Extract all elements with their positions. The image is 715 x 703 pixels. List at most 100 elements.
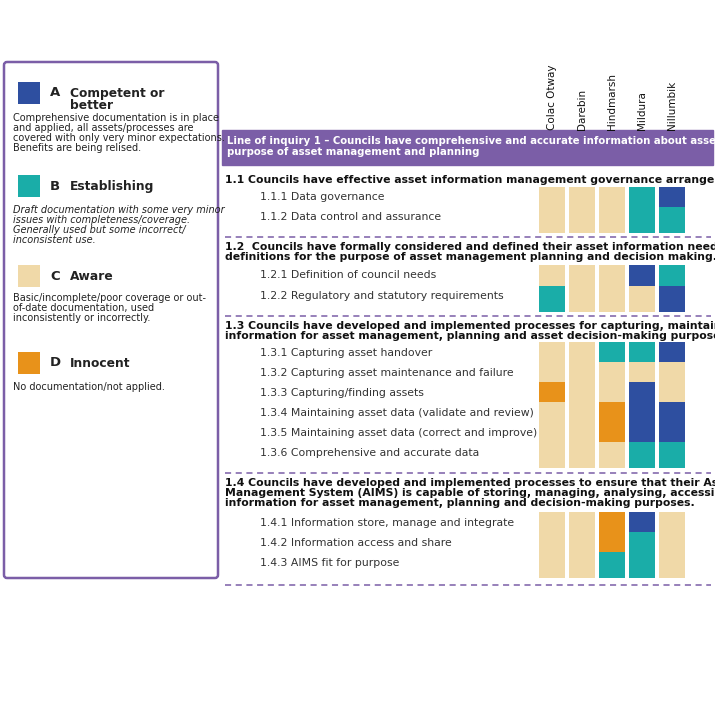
Bar (569, 532, 595, 558)
Bar (629, 362, 655, 388)
Bar (599, 552, 625, 578)
Bar (569, 552, 595, 578)
Text: 1.2.1 Definition of council needs: 1.2.1 Definition of council needs (260, 270, 436, 280)
Bar (659, 207, 685, 233)
Text: A: A (50, 86, 60, 100)
Bar (599, 532, 625, 558)
Bar (539, 265, 565, 291)
Text: 1.1.2 Data control and assurance: 1.1.2 Data control and assurance (260, 212, 441, 222)
Bar (539, 552, 565, 578)
Text: Hindmarsh: Hindmarsh (607, 73, 617, 130)
Text: definitions for the purpose of asset management planning and decision making.: definitions for the purpose of asset man… (225, 252, 715, 262)
Bar (18, 352, 40, 374)
Bar (629, 187, 655, 213)
Text: Management System (AIMS) is capable of storing, managing, analysing, accessing a: Management System (AIMS) is capable of s… (225, 488, 715, 498)
Text: 1.4.1 Information store, manage and integrate: 1.4.1 Information store, manage and inte… (260, 518, 514, 528)
Bar (629, 442, 655, 468)
Bar (539, 532, 565, 558)
Text: No documentation/not applied.: No documentation/not applied. (13, 382, 165, 392)
Text: better: better (70, 99, 113, 112)
Text: 1.3 Councils have developed and implemented processes for capturing, maintaining: 1.3 Councils have developed and implemen… (225, 321, 715, 331)
Bar (599, 187, 625, 213)
Bar (569, 422, 595, 448)
Text: Competent or: Competent or (70, 87, 164, 100)
Text: of-date documentation, used: of-date documentation, used (13, 303, 154, 313)
Bar (539, 187, 565, 213)
Text: 1.3.5 Maintaining asset data (correct and improve): 1.3.5 Maintaining asset data (correct an… (260, 428, 537, 438)
Text: Colac Otway: Colac Otway (547, 65, 557, 130)
Bar (629, 265, 655, 291)
Text: Benefits are being relised.: Benefits are being relised. (13, 143, 141, 153)
Bar (599, 382, 625, 408)
Bar (222, 130, 713, 165)
Bar (659, 422, 685, 448)
Text: 1.2.2 Regulatory and statutory requirements: 1.2.2 Regulatory and statutory requireme… (260, 291, 503, 301)
Bar (629, 532, 655, 558)
Bar (599, 362, 625, 388)
Bar (659, 382, 685, 408)
Text: 1.4.2 Information access and share: 1.4.2 Information access and share (260, 538, 452, 548)
Bar (659, 286, 685, 312)
Bar (539, 286, 565, 312)
Text: Basic/incomplete/poor coverage or out-: Basic/incomplete/poor coverage or out- (13, 293, 206, 303)
Text: 1.4.3 AIMS fit for purpose: 1.4.3 AIMS fit for purpose (260, 558, 400, 568)
Text: 1.4 Councils have developed and implemented processes to ensure that their Asset: 1.4 Councils have developed and implemen… (225, 478, 715, 488)
Bar (539, 402, 565, 428)
Text: 1.2  Councils have formally considered and defined their asset information needs: 1.2 Councils have formally considered an… (225, 242, 715, 252)
Text: issues with completeness/coverage.: issues with completeness/coverage. (13, 215, 190, 225)
Text: information for asset management, planning and asset decision-making purposes.: information for asset management, planni… (225, 331, 715, 341)
Text: Innocent: Innocent (70, 357, 131, 370)
Text: 1.3.1 Capturing asset handover: 1.3.1 Capturing asset handover (260, 348, 433, 358)
Bar (629, 382, 655, 408)
Text: and applied, all assets/processes are: and applied, all assets/processes are (13, 123, 194, 133)
Bar (629, 402, 655, 428)
Bar (659, 265, 685, 291)
Bar (569, 362, 595, 388)
Text: covered with only very minor expectations.: covered with only very minor expectation… (13, 133, 225, 143)
Text: 1.1 Councils have effective asset information management governance arrangements: 1.1 Councils have effective asset inform… (225, 175, 715, 185)
Bar (599, 207, 625, 233)
Text: Draft documentation with some very minor: Draft documentation with some very minor (13, 205, 225, 215)
Bar (539, 512, 565, 538)
Text: 1.3.4 Maintaining asset data (validate and review): 1.3.4 Maintaining asset data (validate a… (260, 408, 534, 418)
Text: Mildura: Mildura (637, 91, 647, 130)
Bar (659, 442, 685, 468)
Text: 1.3.6 Comprehensive and accurate data: 1.3.6 Comprehensive and accurate data (260, 448, 479, 458)
Bar (629, 552, 655, 578)
Text: 1.3.3 Capturing/finding assets: 1.3.3 Capturing/finding assets (260, 388, 424, 398)
Bar (569, 382, 595, 408)
Text: Nillumbik: Nillumbik (667, 81, 677, 130)
Bar (539, 442, 565, 468)
Bar (659, 532, 685, 558)
Bar (659, 187, 685, 213)
Text: inconsistently or incorrectly.: inconsistently or incorrectly. (13, 313, 150, 323)
Text: D: D (50, 356, 61, 370)
Text: B: B (50, 179, 60, 193)
Bar (629, 512, 655, 538)
Text: Aware: Aware (70, 270, 114, 283)
Text: Comprehensive documentation is in place: Comprehensive documentation is in place (13, 113, 219, 123)
FancyBboxPatch shape (4, 62, 218, 578)
Bar (599, 402, 625, 428)
Bar (539, 207, 565, 233)
Text: information for asset management, planning and decision-making purposes.: information for asset management, planni… (225, 498, 695, 508)
Bar (629, 286, 655, 312)
Text: C: C (50, 269, 59, 283)
Bar (599, 265, 625, 291)
Bar (539, 362, 565, 388)
Bar (569, 265, 595, 291)
Bar (539, 382, 565, 408)
Bar (599, 342, 625, 368)
Bar (18, 265, 40, 287)
Bar (569, 286, 595, 312)
Bar (659, 512, 685, 538)
Text: 1.3.2 Capturing asset maintenance and failure: 1.3.2 Capturing asset maintenance and fa… (260, 368, 513, 378)
Bar (569, 342, 595, 368)
Bar (539, 422, 565, 448)
Bar (659, 552, 685, 578)
Bar (659, 402, 685, 428)
Bar (18, 175, 40, 197)
Bar (659, 362, 685, 388)
Bar (569, 402, 595, 428)
Bar (539, 342, 565, 368)
